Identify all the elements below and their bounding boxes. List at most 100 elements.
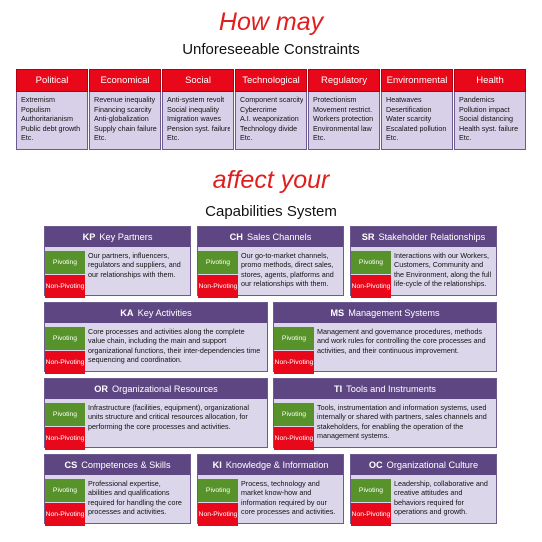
capability-header: OR Organizational Resources [45,379,267,399]
constraint-item: Social distancing [459,114,513,124]
non-pivoting-label: Non-Pivoting [274,351,314,374]
constraint-item: Pandemics [459,95,495,104]
constraint-list: Revenue inequality Financing scarcity An… [89,92,161,150]
capability-title: Key Partners [99,232,153,242]
constraint-item: Component scarcity [240,95,303,104]
capability-header: CH Sales Channels [198,227,343,247]
capability-code: CS [64,460,78,470]
constraint-list: Extremism Populism Authoritarianism Publ… [16,92,88,150]
constraint-item: Populism [21,104,51,114]
constraint-item: Etc. [459,133,472,143]
constraint-header: Technological [235,69,307,92]
constraint-item: Health syst. failure [459,123,519,133]
title-affect-your: affect your [212,166,330,194]
pivoting-label: Pivoting [351,479,391,502]
capability-description: Management and governance procedures, me… [317,327,486,355]
capability-management-systems: MS Management Systems Pivoting Non-Pivoti… [273,302,497,374]
constraint-health: Health Pandemics Pollution impact Social… [454,69,526,151]
constraint-political: Political Extremism Populism Authoritari… [16,69,88,151]
pivoting-label: Pivoting [351,251,391,274]
capability-title: Tools and Instruments [346,384,437,394]
title-unforeseeable-constraints: Unforeseeable Constraints [182,41,360,58]
constraint-header: Regulatory [308,69,380,92]
capability-header: KP Key Partners [45,227,190,247]
capability-description: Our partners, influencers, regulators an… [88,251,181,279]
constraint-item: Revenue inequality [94,95,156,104]
non-pivoting-label: Non-Pivoting [198,275,238,298]
capability-code: KP [82,232,96,242]
capability-code: SR [361,232,375,242]
constraint-list: Heatwaves Desertification Water scarcity… [381,92,453,150]
constraint-item: Escalated pollution [386,123,447,133]
capability-header: OC Organizational Culture [351,455,496,475]
pivoting-label: Pivoting [198,251,238,274]
constraint-item: Etc. [167,133,180,143]
pivoting-label: Pivoting [274,403,314,426]
capability-knowledge-information: KI Knowledge & Information Pivoting Non-P… [197,454,344,526]
capability-description: Process, technology and market know-how … [241,479,336,517]
pivoting-label: Pivoting [45,327,85,350]
capability-title: Knowledge & Information [225,460,329,470]
constraint-item: Pension syst. failure [167,123,230,133]
constraint-item: Desertification [386,104,432,114]
capability-description: Core processes and activities along the … [88,327,261,365]
capability-body: Pivoting Non-Pivoting Tools, instrumenta… [274,399,496,450]
constraint-item: Cybercrime [240,104,277,114]
constraint-item: Etc. [94,133,107,143]
capability-competences-skills: CS Competences & Skills Pivoting Non-Pivo… [44,454,191,526]
non-pivoting-label: Non-Pivoting [45,427,85,450]
constraint-item: Social inequality [167,104,219,114]
capability-key-partners: KP Key Partners Pivoting Non-Pivoting Our… [44,226,191,298]
pivoting-label: Pivoting [45,479,85,502]
capability-title: Competences & Skills [81,460,171,470]
constraint-item: Technology divide [240,123,298,133]
constraint-item: Authoritarianism [21,114,73,124]
constraint-environmental: Environmental Heatwaves Desertification … [381,69,453,151]
constraint-regulatory: Regulatory Protectionism Movement restri… [308,69,380,151]
capability-code: OR [94,384,109,394]
constraint-item: Heatwaves [386,95,422,104]
constraint-item: Environmental law [313,123,372,133]
constraint-item: Etc. [240,133,253,143]
capability-body: Pivoting Non-Pivoting Interactions with … [351,247,496,298]
capability-organizational-culture: OC Organizational Culture Pivoting Non-Pi… [350,454,497,526]
constraint-item: Extremism [21,95,55,104]
capability-body: Pivoting Non-Pivoting Core processes and… [45,323,267,374]
capability-body: Pivoting Non-Pivoting Process, technolog… [198,475,343,526]
capability-code: KI [212,460,222,470]
pivoting-label: Pivoting [274,327,314,350]
non-pivoting-label: Non-Pivoting [274,427,314,450]
non-pivoting-label: Non-Pivoting [45,351,85,374]
constraint-item: Water scarcity [386,114,432,124]
capability-organizational-resources: OR Organizational Resources Pivoting Non-… [44,378,268,450]
capability-header: SR Stakeholder Relationships [351,227,496,247]
non-pivoting-label: Non-Pivoting [351,275,391,298]
constraint-social: Social Anti-system revolt Social inequal… [162,69,234,151]
title-capabilities-system: Capabilities System [205,203,337,220]
non-pivoting-label: Non-Pivoting [198,503,238,526]
capability-description: Infrastructure (facilities, equipment), … [88,403,249,431]
capability-title: Key Activities [137,308,192,318]
constraint-item: Pollution impact [459,104,510,114]
capability-title: Management Systems [348,308,440,318]
constraint-item: Etc. [386,133,399,143]
non-pivoting-label: Non-Pivoting [45,275,85,298]
capability-header: CS Competences & Skills [45,455,190,475]
capability-description: Interactions with our Workers, Customers… [394,251,492,289]
constraint-item: Etc. [21,133,34,143]
constraint-technological: Technological Component scarcity Cybercr… [235,69,307,151]
capability-body: Pivoting Non-Pivoting Infrastructure (fa… [45,399,267,450]
constraint-item: Protectionism [313,95,357,104]
constraint-list: Protectionism Movement restrict. Workers… [308,92,380,150]
constraint-item: Etc. [313,133,326,143]
capability-header: KA Key Activities [45,303,267,323]
capability-body: Pivoting Non-Pivoting Our partners, infl… [45,247,190,298]
constraint-header: Health [454,69,526,92]
capability-body: Pivoting Non-Pivoting Our go-to-market c… [198,247,343,298]
constraint-header: Social [162,69,234,92]
constraint-header: Economical [89,69,161,92]
constraint-item: Movement restrict. [313,104,373,114]
capability-code: KA [120,308,134,318]
capability-body: Pivoting Non-Pivoting Professional exper… [45,475,190,526]
capability-description: Tools, instrumentation and information s… [317,403,487,441]
